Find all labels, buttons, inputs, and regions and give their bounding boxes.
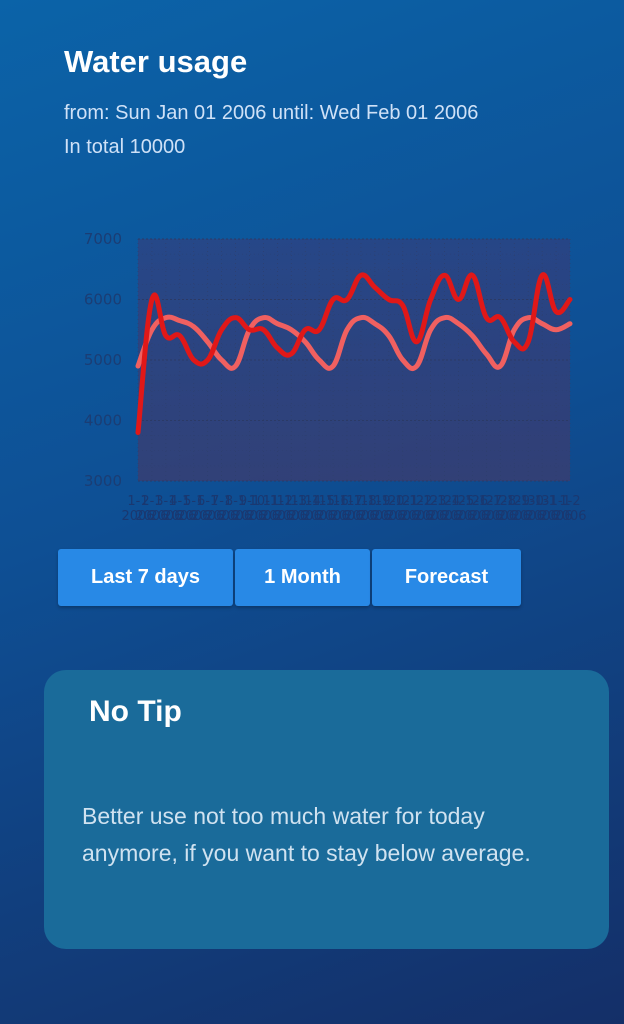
y-tick-label: 6000 xyxy=(84,291,122,309)
x-tick-label: 16-1 2006 xyxy=(330,494,363,524)
x-tick-label: 26-1 2006 xyxy=(470,494,503,524)
x-tick-label: 4-1 2006 xyxy=(163,494,196,524)
x-tick-label: 10-1 2006 xyxy=(247,494,280,524)
one-month-button[interactable]: 1 Month xyxy=(235,549,370,606)
tip-text: Better use not too much water for today … xyxy=(82,803,531,866)
x-tick-label: 1-2 2006 xyxy=(553,494,586,524)
x-tick-label: 23-1 2006 xyxy=(428,494,461,524)
x-tick-label: 9-1 2006 xyxy=(233,494,266,524)
x-tick-label: 6-1 2006 xyxy=(191,494,224,524)
x-tick-label: 3-1 2006 xyxy=(149,494,182,524)
x-tick-label: 15-1 2006 xyxy=(317,494,350,524)
x-tick-label: 7-1 2006 xyxy=(205,494,238,524)
x-tick-label: 27-1 2006 xyxy=(484,494,517,524)
tip-card: No Tip Better use not too much water for… xyxy=(44,670,609,949)
x-tick-label: 30-1 2006 xyxy=(526,494,559,524)
y-tick-label: 5000 xyxy=(84,351,122,369)
x-tick-label: 5-1 2006 xyxy=(177,494,210,524)
x-tick-label: 8-1 2006 xyxy=(219,494,252,524)
x-tick-label: 25-1 2006 xyxy=(456,494,489,524)
tip-title: No Tip xyxy=(89,695,182,728)
total-text: In total 10000 xyxy=(64,136,186,158)
series-line-2 xyxy=(135,314,573,372)
x-tick-label: 14-1 2006 xyxy=(303,494,336,524)
x-tick-label: 18-1 2006 xyxy=(358,494,391,524)
x-tick-label: 13-1 2006 xyxy=(289,494,322,524)
x-tick-label: 24-1 2006 xyxy=(442,494,475,524)
y-tick-label: 4000 xyxy=(84,412,122,430)
range-button-group: Last 7 days 1 Month Forecast xyxy=(58,549,521,606)
forecast-button[interactable]: Forecast xyxy=(372,549,521,606)
x-tick-label: 1-1 2006 xyxy=(121,494,154,524)
x-tick-label: 12-1 2006 xyxy=(275,494,308,524)
date-range-text: from: Sun Jan 01 2006 until: Wed Feb 01 … xyxy=(64,102,479,124)
x-tick-label: 29-1 2006 xyxy=(512,494,545,524)
x-tick-label: 31-1 2006 xyxy=(540,494,573,524)
x-tick-label: 20-1 2006 xyxy=(386,494,419,524)
page-title: Water usage xyxy=(64,44,248,79)
x-tick-label: 22-1 2006 xyxy=(414,494,447,524)
usage-summary: from: Sun Jan 01 2006 until: Wed Feb 01 … xyxy=(64,96,478,164)
x-tick-label: 2-1 2006 xyxy=(135,494,168,524)
last-7-days-button[interactable]: Last 7 days xyxy=(58,549,233,606)
x-tick-label: 19-1 2006 xyxy=(372,494,405,524)
y-tick-label: 3000 xyxy=(84,472,122,490)
y-tick-label: 7000 xyxy=(84,230,122,248)
x-tick-label: 28-1 2006 xyxy=(498,494,531,524)
series-line-1 xyxy=(135,272,573,436)
x-tick-label: 11-1 2006 xyxy=(261,494,294,524)
x-tick-label: 21-1 2006 xyxy=(400,494,433,524)
x-tick-label: 17-1 2006 xyxy=(344,494,377,524)
